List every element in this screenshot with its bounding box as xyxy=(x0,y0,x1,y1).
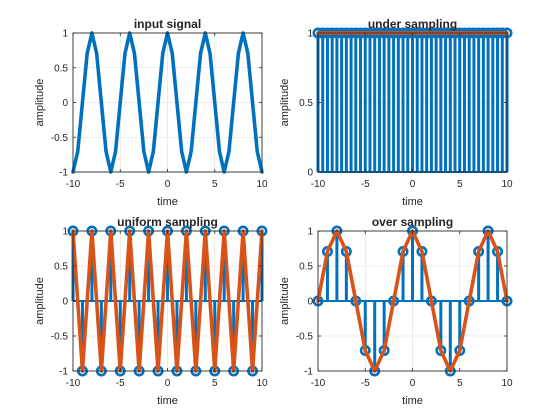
y-tick-label: -0.5 xyxy=(51,133,69,144)
chart-title: input signal xyxy=(134,17,201,31)
chart-title: uniform sampling xyxy=(117,215,218,229)
x-axis-label: time xyxy=(157,196,178,208)
x-tick-label: 5 xyxy=(457,179,463,190)
y-tick-label: 0.5 xyxy=(54,63,68,74)
subplot-input-signal: -10 -5 0 5 10 -1 -0.5 0 0.5 1 input signal time ampl… xyxy=(34,17,268,208)
y-tick-label: 1 xyxy=(62,227,68,238)
x-tick-label: 10 xyxy=(501,179,513,190)
y-axis-label: amplitude xyxy=(279,277,291,325)
y-tick-label: 1 xyxy=(307,227,313,238)
subplot-over-sampling: -10 -5 0 5 10 -1 -0.5 0 0.5 1 over sampling time amp… xyxy=(279,215,513,407)
x-tick-label: 5 xyxy=(212,378,218,389)
y-tick-label: 1 xyxy=(307,29,313,40)
x-tick-label: -5 xyxy=(361,378,370,389)
subplot-uniform-sampling: -10 -5 0 5 10 -1 -0.5 0 0.5 1 uniform sampling time… xyxy=(34,215,268,407)
chart-title: under sampling xyxy=(368,17,457,31)
chart-title: over sampling xyxy=(372,215,453,229)
x-axis-label: time xyxy=(402,395,423,407)
y-tick-label: -0.5 xyxy=(296,332,314,343)
y-axis-label: amplitude xyxy=(279,79,291,127)
y-tick-label: 0.5 xyxy=(54,262,68,273)
x-tick-label: 10 xyxy=(256,179,268,190)
x-tick-label: -10 xyxy=(311,179,326,190)
y-tick-label: 1 xyxy=(62,29,68,40)
x-tick-label: 0 xyxy=(165,378,171,389)
y-tick-label: 0 xyxy=(62,297,68,308)
x-tick-label: 10 xyxy=(256,378,268,389)
y-tick-label: -1 xyxy=(304,367,313,378)
x-tick-label: 5 xyxy=(457,378,463,389)
x-tick-label: 10 xyxy=(501,378,513,389)
x-tick-label: -10 xyxy=(66,179,81,190)
y-tick-label: 0 xyxy=(307,168,313,179)
x-tick-label: -10 xyxy=(66,378,81,389)
x-tick-label: -5 xyxy=(116,179,125,190)
x-tick-label: 0 xyxy=(410,378,416,389)
x-tick-label: -10 xyxy=(311,378,326,389)
x-tick-label: -5 xyxy=(116,378,125,389)
x-tick-label: 5 xyxy=(212,179,218,190)
y-tick-label: 0.5 xyxy=(299,98,313,109)
x-tick-label: 0 xyxy=(410,179,416,190)
x-axis-label: time xyxy=(402,196,423,208)
y-tick-label: -1 xyxy=(59,367,68,378)
subplot-under-sampling: -10 -5 0 5 10 0 0.5 1 under sampling time amplitud… xyxy=(279,17,513,208)
y-tick-label: -0.5 xyxy=(51,332,69,343)
y-tick-label: 0 xyxy=(307,297,313,308)
x-axis-label: time xyxy=(157,395,178,407)
y-axis-label: amplitude xyxy=(34,79,46,127)
y-tick-label: 0.5 xyxy=(299,262,313,273)
y-axis-label: amplitude xyxy=(34,277,46,325)
x-tick-label: -5 xyxy=(361,179,370,190)
x-tick-label: 0 xyxy=(165,179,171,190)
y-tick-label: 0 xyxy=(62,98,68,109)
y-tick-label: -1 xyxy=(59,168,68,179)
